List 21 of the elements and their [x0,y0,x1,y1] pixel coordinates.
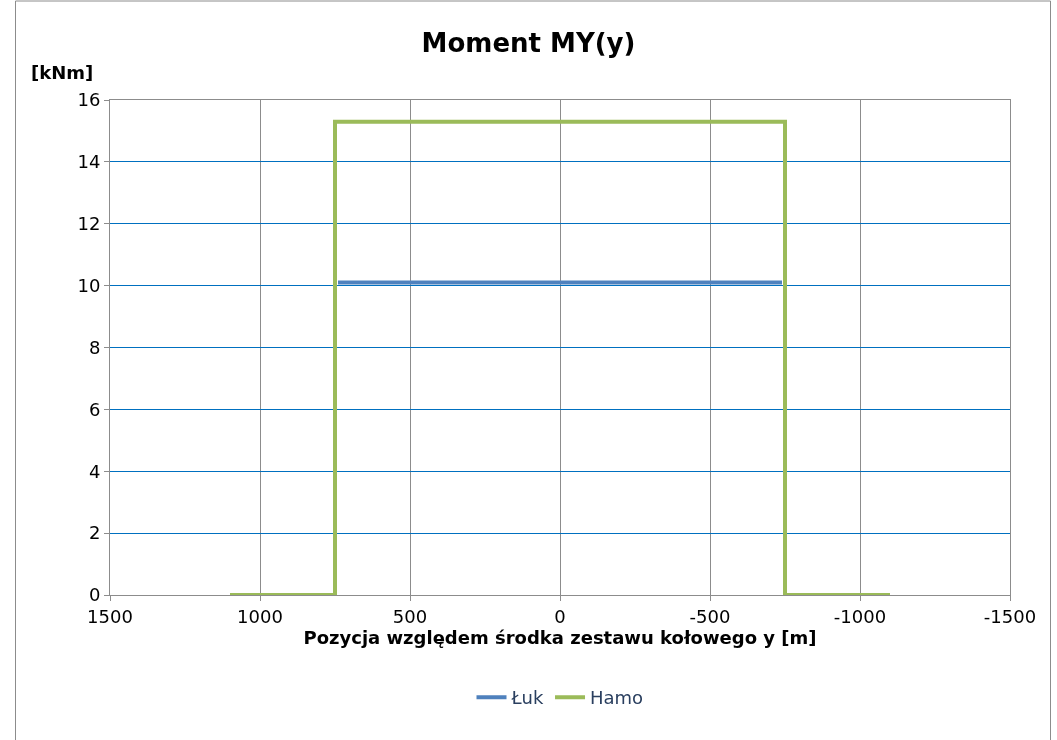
y-axis-title: [kNm] [31,62,94,83]
y-tick-label: 2 [88,522,101,544]
legend-label: Hamo [590,687,644,709]
x-tick-label: 0 [554,605,566,627]
x-tick-label: -500 [689,605,731,627]
y-tick-label: 16 [77,89,101,111]
legend-label: Łuk [510,687,545,709]
y-tick-label: 0 [88,584,101,606]
x-tick-label: -1000 [833,605,887,627]
y-tick-label: 4 [88,460,101,482]
chart-title: Moment MY(y) [421,27,636,58]
x-tick-label: 1500 [87,605,133,627]
y-tick-label: 14 [77,151,101,173]
y-tick-label: 6 [88,398,101,420]
x-axis-title: Pozycja względem środka zestawu kołowego y [m] [303,626,817,648]
y-tick-label: 10 [77,274,101,296]
y-tick-label: 12 [77,213,101,235]
x-tick-label: 1000 [237,605,283,627]
x-tick-label: 500 [392,605,428,627]
y-tick-label: 8 [88,336,101,358]
x-tick-label: -1500 [983,605,1037,627]
